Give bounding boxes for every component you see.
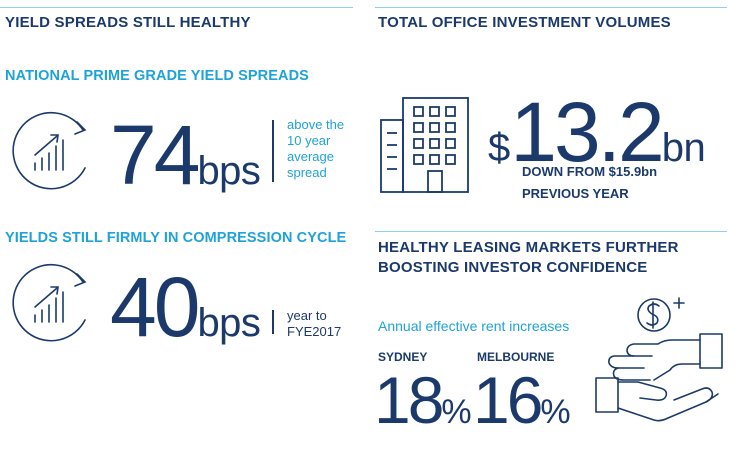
volume-caption-line: DOWN FROM $15.9bn [522,164,658,179]
city-sydney-label: SYDNEY [378,350,428,364]
city-sydney-value: 18% [374,367,472,433]
block1-note-line: 10 year [287,133,331,148]
block1-note-line: average [287,149,334,164]
growth-chart-circular-arrow-icon [12,111,87,190]
city-melbourne-value: 16% [473,367,571,433]
leasing-title: HEALTHY LEASING MARKETS FURTHER BOOSTING… [378,238,679,278]
block2-unit: bps [197,301,261,345]
volume-value: $13.2bn [488,90,706,174]
leasing-subtitle: Annual effective rent increases [378,318,570,334]
block2-note: year to FYE2017 [287,308,357,340]
block2-note-line: FYE2017 [287,324,342,339]
hands-exchanging-dollar-icon [595,297,723,422]
volume-caption: DOWN FROM $15.9bn PREVIOUS YEAR [522,161,657,205]
block1-unit: bps [197,149,261,193]
volume-currency: $ [488,126,511,170]
office-building-icon [380,97,469,193]
block2-divider [272,310,274,334]
block2-note-line: year to [287,308,327,323]
block2-number: 40 [110,260,200,354]
block1-subtitle: NATIONAL PRIME GRADE YIELD SPREADS [5,68,309,84]
leasing-title-line: HEALTHY LEASING MARKETS FURTHER [378,239,679,256]
block2-value: 40bps [110,265,261,349]
block1-note: above the 10 year average spread [287,117,357,181]
left-section-title: YIELD SPREADS STILL HEALTHY [5,14,251,31]
block1-note-line: spread [287,165,327,180]
right-mid-rule [375,231,727,232]
sydney-number: 18 [374,363,444,437]
right-section-title: TOTAL OFFICE INVESTMENT VOLUMES [378,14,671,31]
volume-number: 13.2 [510,85,664,179]
block1-divider [272,120,274,182]
right-top-rule [375,7,727,8]
volume-caption-line: PREVIOUS YEAR [522,186,629,201]
city-melbourne-label: MELBOURNE [477,350,555,364]
leasing-title-line: BOOSTING INVESTOR CONFIDENCE [378,259,648,276]
growth-chart-circular-arrow-icon [12,263,87,342]
melbourne-number: 16 [473,363,543,437]
block1-note-line: above the [287,117,345,132]
block2-subtitle: YIELDS STILL FIRMLY IN COMPRESSION CYCLE [5,230,347,246]
volume-unit: bn [661,126,706,170]
block1-number: 74 [110,108,200,202]
melbourne-percent: % [540,393,571,431]
block1-value: 74bps [110,113,261,197]
left-top-rule [0,7,353,8]
sydney-percent: % [441,393,472,431]
